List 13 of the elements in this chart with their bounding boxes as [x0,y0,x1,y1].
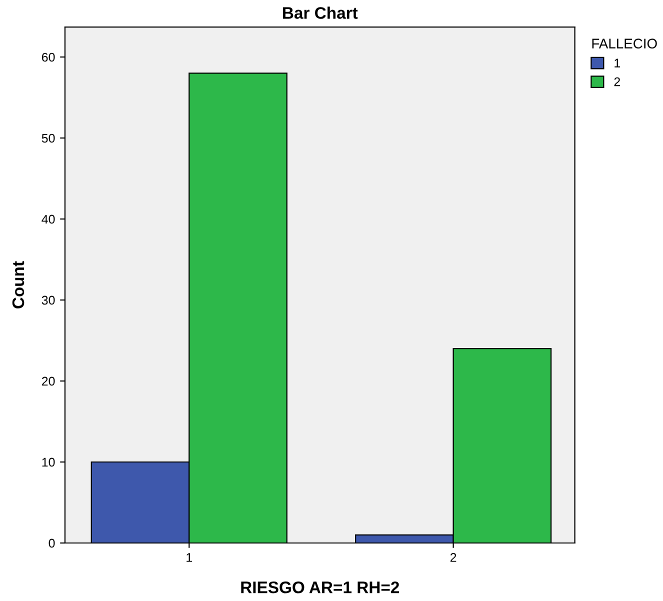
x-axis-title: RIESGO AR=1 RH=2 [241,581,400,594]
legend-title: FALLECIO [592,38,657,48]
y-tick-label: 0 [48,538,55,548]
y-tick-label: 60 [42,52,55,62]
y-tick-label: 50 [42,134,55,143]
y-tick-label: 20 [42,376,55,386]
y-axis-title: Count [12,261,24,308]
y-tick-label: 10 [42,458,55,467]
chart-title: Bar Chart [283,6,358,19]
y-tick-label: 40 [42,214,55,224]
legend-label: 1 [614,58,620,68]
legend-label: 2 [614,77,620,86]
y-tick-label: 30 [42,296,55,305]
